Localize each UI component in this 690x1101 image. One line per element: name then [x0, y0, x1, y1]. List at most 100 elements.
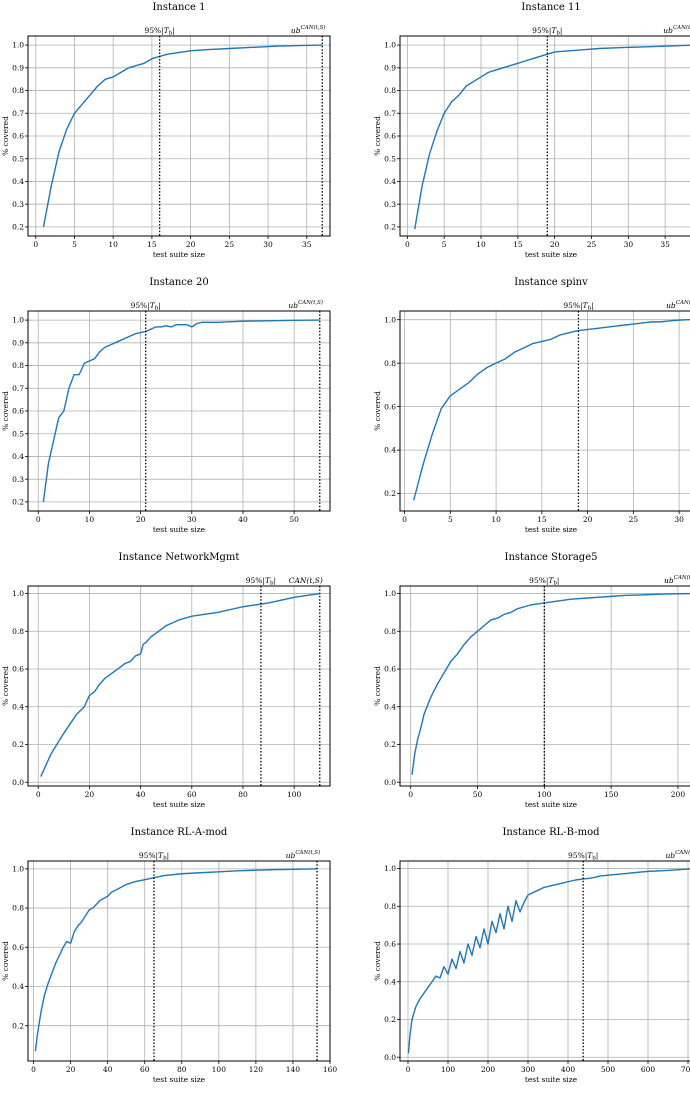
y-tick-label: 0.6 [12, 943, 24, 952]
y-axis-label: % covered [373, 391, 382, 431]
threshold-95-label: 95%|Tb| [532, 26, 562, 37]
x-tick-label: 30 [187, 515, 197, 524]
y-tick-label: 0.8 [384, 86, 396, 95]
threshold-95-label: 95%|Tb| [563, 301, 593, 312]
gridlines [400, 36, 690, 236]
chart-title: Instance RL-B-mod [502, 827, 600, 838]
x-tick-label: 0 [36, 790, 41, 799]
x-tick-label: 20 [85, 790, 95, 799]
x-tick-label: 30 [263, 240, 273, 249]
y-axis-label: % covered [373, 116, 382, 156]
y-tick-label: 0.4 [384, 702, 396, 711]
y-tick-label: 1.0 [12, 41, 24, 50]
y-tick-label: 0.3 [12, 475, 24, 484]
y-tick-label: 0.4 [384, 977, 396, 986]
x-tick-label: 35 [660, 240, 670, 249]
chart-panel-instance-11: Instance 11 95%|Tb| ubCAN(t,S) 0 5 10 15 20 25 30… [373, 0, 690, 276]
x-tick-label: 600 [641, 1065, 656, 1074]
chart-panel-instance-rl-b-mod: Instance RL-B-mod 95%|Tb| ubCAN(t,S) 0 100 20… [373, 825, 690, 1101]
upper-bound-label: ubCAN(t,S) [665, 849, 690, 860]
y-tick-label: 0.9 [12, 338, 24, 347]
y-tick-label: 0.7 [12, 109, 24, 118]
threshold-95-label: 95%|Tb| [145, 26, 175, 37]
y-tick-label: 0.7 [384, 109, 396, 118]
y-tick-label: 0.4 [12, 702, 24, 711]
chart-title: Instance Storage5 [505, 552, 598, 563]
x-tick-label: 0 [36, 515, 41, 524]
plot-frame [399, 585, 690, 787]
chart-svg: Instance spinv 95%|Tb| ubCAN(t,S) 0 5 10 15 20 2… [373, 277, 690, 534]
chart-panel-instance-spinv: Instance spinv 95%|Tb| ubCAN(t,S) 0 5 10 15 20 2… [373, 275, 690, 551]
x-tick-label: 300 [521, 1065, 536, 1074]
x-tick-label: 35 [302, 240, 312, 249]
chart-title: Instance 11 [521, 2, 580, 13]
x-tick-label: 50 [289, 515, 299, 524]
y-axis-label: % covered [1, 666, 10, 706]
threshold-95-label: 95%|Tb| [139, 851, 169, 862]
plot-frame [27, 860, 331, 1062]
series-line-0 [42, 319, 320, 503]
y-tick-label: 0.6 [384, 402, 396, 411]
y-tick-label: 0.3 [384, 200, 396, 209]
y-tick-label: 0.9 [384, 63, 396, 72]
y-axis-label: % covered [1, 941, 10, 981]
x-tick-label: 5 [72, 240, 77, 249]
y-tick-label: 0.6 [384, 132, 396, 141]
chart-title: Instance NetworkMgmt [119, 552, 240, 563]
chart-svg: Instance RL-B-mod 95%|Tb| ubCAN(t,S) 0 100 20… [373, 827, 690, 1084]
x-tick-label: 100 [441, 1065, 456, 1074]
chart-svg: Instance 11 95%|Tb| ubCAN(t,S) 0 5 10 15 20 25 30… [373, 2, 690, 259]
chart-title: Instance spinv [514, 277, 588, 288]
x-tick-label: 20 [136, 515, 146, 524]
x-tick-label: 15 [147, 240, 157, 249]
series-line-0 [411, 592, 690, 775]
x-axis-label: test suite size [525, 525, 578, 534]
x-tick-label: 100 [287, 790, 302, 799]
chart-svg: Instance 20 95%|Tb| ubCAN(t,S) 0 10 20 30 40 50 0… [1, 277, 331, 534]
x-tick-label: 50 [473, 790, 483, 799]
y-tick-label: 0.7 [12, 384, 24, 393]
y-tick-label: 0.2 [12, 1021, 24, 1030]
y-tick-label: 0.2 [384, 1015, 396, 1024]
series-line-0 [42, 44, 323, 228]
plot-frame [27, 585, 331, 787]
plot-frame [399, 860, 690, 1062]
y-tick-label: 0.9 [12, 63, 24, 72]
gridlines [28, 861, 331, 1061]
chart-title: Instance 1 [152, 2, 205, 13]
x-tick-label: 5 [448, 515, 453, 524]
x-tick-label: 15 [537, 515, 547, 524]
x-tick-label: 25 [225, 240, 235, 249]
y-tick-label: 0.8 [12, 904, 24, 913]
y-tick-label: 0.5 [12, 154, 24, 163]
x-tick-label: 30 [674, 515, 684, 524]
x-tick-label: 80 [238, 790, 248, 799]
y-tick-label: 0.8 [12, 361, 24, 370]
x-tick-label: 100 [212, 1065, 227, 1074]
x-tick-label: 0 [406, 1065, 411, 1074]
y-axis-label: % covered [373, 941, 382, 981]
series-line-0 [40, 592, 320, 777]
series-line-0 [413, 319, 690, 501]
x-tick-label: 5 [442, 240, 447, 249]
series-line-0 [407, 868, 690, 1054]
y-tick-label: 0.4 [12, 177, 24, 186]
x-tick-label: 40 [136, 790, 146, 799]
series-line-0 [414, 44, 690, 230]
y-tick-label: 0.8 [384, 627, 396, 636]
chart-panel-instance-networkmgmt: Instance NetworkMgmt 95%|Tb| CAN(t,S) 0 20 40… [1, 550, 332, 826]
gridlines [28, 36, 330, 236]
x-axis-label: test suite size [153, 250, 206, 259]
chart-panel-instance-1: Instance 1 95%|Tb| ubCAN(t,S) 0 5 10 15 20 25 30 3… [1, 0, 332, 276]
x-tick-label: 160 [323, 1065, 338, 1074]
x-tick-label: 0 [33, 240, 38, 249]
y-tick-label: 0.4 [12, 982, 24, 991]
x-tick-label: 0 [31, 1065, 36, 1074]
x-tick-label: 20 [66, 1065, 76, 1074]
x-tick-label: 25 [587, 240, 597, 249]
x-tick-label: 200 [671, 790, 686, 799]
x-tick-label: 30 [624, 240, 634, 249]
x-tick-label: 60 [140, 1065, 150, 1074]
y-tick-label: 0.8 [384, 902, 396, 911]
